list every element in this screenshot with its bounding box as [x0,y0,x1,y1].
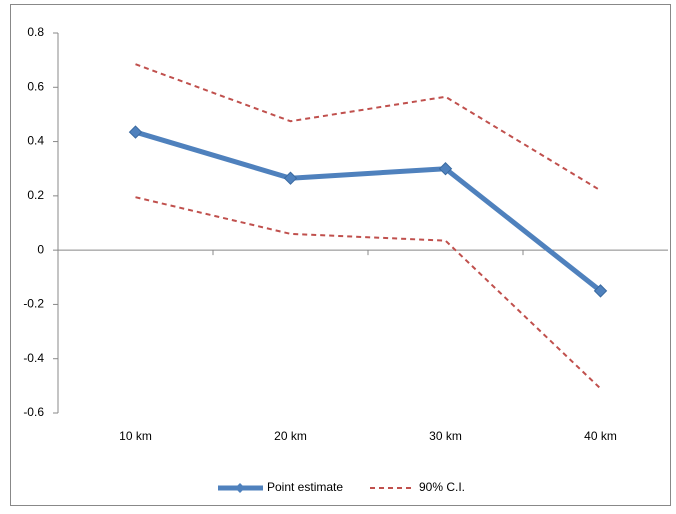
chart-border [10,4,671,506]
point-marker [128,125,143,139]
x-tick-label: 40 km [584,429,617,443]
x-tick-label: 20 km [274,429,307,443]
x-tick-label: 10 km [119,429,152,443]
y-tick-label: -0.2 [23,297,44,311]
point-marker [283,171,298,185]
legend-label: 90% C.I. [419,480,465,494]
ci-line [135,196,602,390]
legend-marker [235,483,245,493]
y-tick-label: 0.4 [27,134,44,148]
point-marker [438,162,453,176]
point-marker [593,284,608,298]
x-tick-label: 30 km [429,429,462,443]
ci-line [135,63,602,192]
y-tick-label: -0.4 [23,351,44,365]
y-tick-label: 0.2 [27,188,44,202]
y-tick-label: 0 [37,242,44,256]
series-line [134,129,603,293]
legend-label: Point estimate [267,480,343,494]
y-tick-label: 0.6 [27,79,44,93]
y-tick-label: -0.6 [23,405,44,419]
y-tick-label: 0.8 [27,25,44,39]
